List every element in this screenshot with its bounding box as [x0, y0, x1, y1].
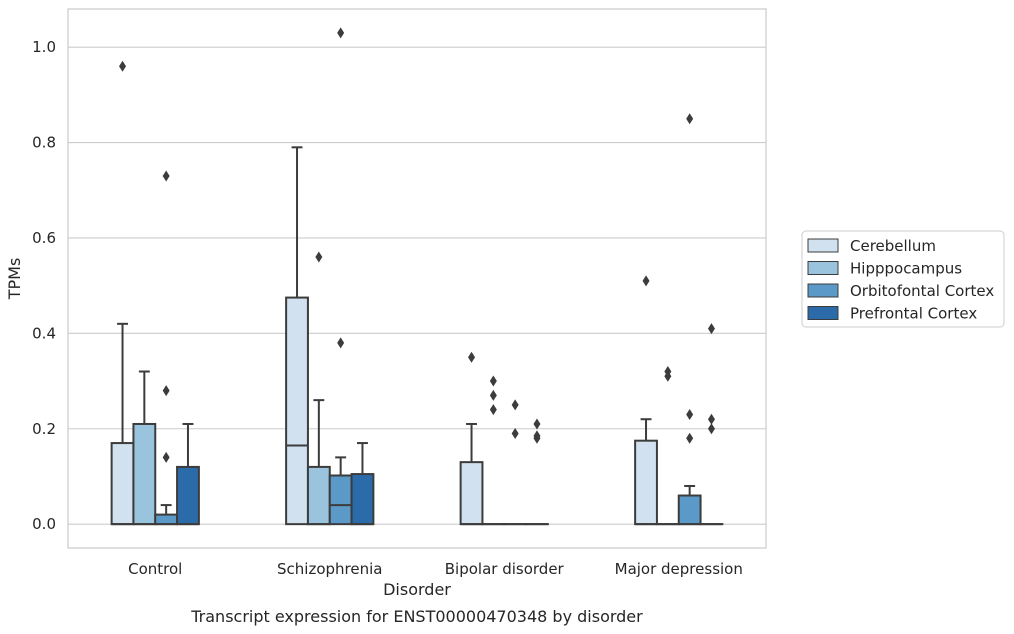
box-hipppocampus — [132, 370, 157, 526]
legend-swatch — [807, 306, 839, 320]
box-body — [154, 513, 179, 526]
box-cerebellum — [110, 60, 135, 526]
box-plots — [110, 27, 724, 526]
outlier-point — [686, 408, 694, 420]
y-tick-label: 0.2 — [32, 420, 56, 438]
outlier-point — [162, 385, 170, 397]
box-cerebellum — [459, 351, 484, 526]
box-prefrontal-cortex — [350, 442, 375, 526]
legend-swatch — [807, 283, 839, 298]
box-body — [634, 439, 658, 526]
outlier-point — [707, 323, 715, 335]
legend-label: Cerebellum — [850, 237, 936, 255]
y-axis-label: TPMs — [5, 258, 24, 301]
x-tick-label: Schizophrenia — [277, 560, 382, 578]
outlier-point — [315, 251, 323, 263]
grid-lines — [68, 46, 766, 525]
y-tick-label: 0.8 — [32, 134, 56, 152]
box-hipppocampus — [306, 251, 331, 526]
outlier-point — [686, 432, 694, 444]
outlier-point — [489, 389, 497, 401]
outlier-point — [511, 428, 519, 440]
box-body — [306, 465, 331, 526]
legend-frame — [801, 230, 1005, 328]
outlier-point — [533, 418, 541, 430]
outlier-point — [533, 432, 541, 444]
chart-caption: Transcript expression for ENST0000047034… — [190, 607, 643, 626]
y-tick-label: 0.6 — [32, 229, 56, 247]
box-orbitofontal-cortex — [677, 113, 702, 526]
outlier-point — [642, 275, 650, 287]
box-body — [132, 422, 157, 526]
y-tick-label: 1.0 — [32, 38, 56, 56]
outlier-point — [489, 375, 497, 387]
box-prefrontal-cortex — [176, 422, 200, 526]
y-tick-label: 0.4 — [32, 324, 56, 342]
x-tick-label: Major depression — [615, 560, 743, 578]
legend-label: Orbitofontal Cortex — [850, 282, 994, 300]
box-prefrontal-cortex — [525, 418, 549, 526]
y-tick-labels: 0.0 0.2 0.4 0.6 0.8 1.0 — [32, 38, 56, 533]
box-orbitofontal-cortex — [328, 27, 353, 526]
box-body — [350, 473, 375, 526]
outlier-point — [468, 351, 476, 363]
x-tick-label: Bipolar disorder — [445, 560, 565, 578]
x-tick-label: Control — [128, 560, 182, 578]
box-body — [328, 474, 353, 526]
outlier-point — [119, 60, 127, 72]
box-hipppocampus — [481, 375, 506, 526]
outlier-point — [337, 27, 345, 39]
legend-swatch — [807, 238, 839, 253]
plot-frame — [67, 8, 767, 549]
box-body — [677, 494, 702, 526]
box-orbitofontal-cortex — [154, 170, 179, 526]
box-body — [459, 461, 484, 526]
x-axis-label: Disorder — [383, 580, 451, 599]
box-orbitofontal-cortex — [503, 399, 528, 526]
outlier-point — [664, 370, 672, 382]
outlier-point — [686, 113, 694, 125]
x-tick-labels: Control Schizophrenia Bipolar disorder Majo… — [128, 560, 743, 578]
outlier-point — [489, 404, 497, 416]
outlier-point — [707, 413, 715, 425]
y-tick-label: 0.0 — [32, 515, 56, 533]
box-body — [176, 465, 200, 526]
outlier-point — [162, 170, 170, 182]
outlier-point — [707, 423, 715, 435]
box-cerebellum — [634, 275, 658, 526]
box-hipppocampus — [655, 366, 680, 526]
outlier-point — [162, 451, 170, 463]
outlier-point — [337, 337, 345, 349]
box-body — [285, 296, 309, 526]
outlier-point — [511, 399, 519, 411]
legend: Cerebellum Hipppocampus Orbitofontal Corte… — [801, 230, 1005, 328]
box-prefrontal-cortex — [699, 323, 724, 526]
legend-label: Hipppocampus — [850, 260, 962, 278]
legend-label: Prefrontal Cortex — [850, 305, 977, 323]
box-body — [110, 442, 135, 526]
box-cerebellum — [285, 146, 309, 526]
legend-swatch — [807, 261, 839, 275]
